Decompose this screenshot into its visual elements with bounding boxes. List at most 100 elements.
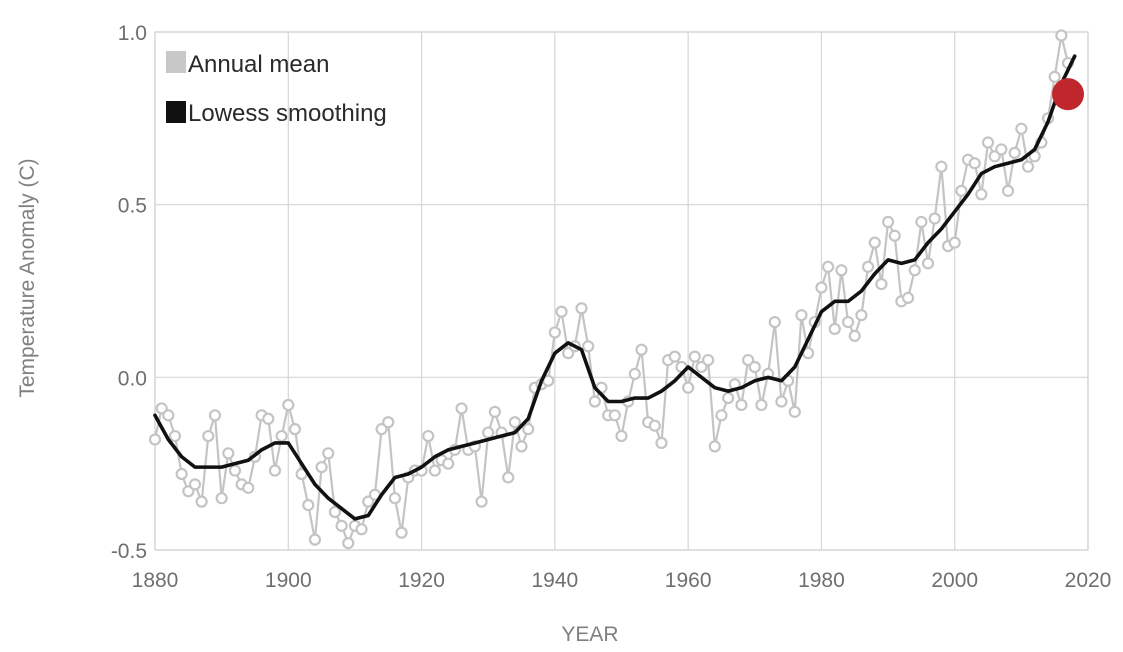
annual-mean-point [275, 429, 288, 443]
y-tick-label: 0.0 [118, 367, 147, 390]
annual-mean-point [848, 329, 861, 342]
annual-mean-point [175, 467, 188, 481]
x-tick-label: 2020 [1065, 569, 1112, 592]
annual-mean-point [841, 315, 855, 329]
annual-mean-point [635, 343, 648, 356]
annual-mean-point [775, 395, 788, 408]
annual-mean-point [608, 409, 621, 422]
annual-mean-point [835, 264, 848, 277]
annual-mean-point [702, 353, 715, 367]
annual-mean-point [242, 481, 255, 494]
annual-mean-point [915, 215, 928, 229]
annual-mean-point [515, 440, 528, 453]
annotations [1052, 78, 1085, 111]
x-tick-label: 1960 [665, 569, 712, 592]
annual-mean-point [575, 302, 588, 315]
annual-mean-point [948, 236, 961, 249]
annual-mean-point [995, 143, 1008, 156]
annual-mean-point [482, 426, 495, 439]
annual-mean-point [748, 360, 761, 374]
annual-mean-point [901, 291, 915, 305]
annual-mean-point [202, 429, 215, 443]
annual-mean-point [228, 464, 242, 477]
annual-mean-point [648, 419, 661, 432]
annual-mean-point [921, 257, 935, 270]
y-tick-label: 1.0 [118, 22, 147, 45]
annual-mean-point [888, 229, 901, 242]
annual-mean-point [588, 395, 601, 408]
annual-mean-point [968, 157, 981, 170]
lowess-smoothing-series [153, 54, 1077, 521]
annual-mean-point [795, 309, 808, 322]
annual-mean-point [522, 423, 535, 436]
annual-mean-point [815, 281, 828, 294]
annual-mean-point [502, 471, 515, 484]
annual-mean-point [875, 277, 888, 291]
annual-mean-point [628, 367, 641, 380]
annual-mean-point [508, 416, 521, 429]
annual-mean-point [442, 457, 455, 470]
annual-mean-point [455, 402, 468, 415]
annual-mean-point [788, 405, 801, 418]
annual-mean-point [322, 447, 335, 460]
annual-mean-point [215, 492, 228, 505]
annual-mean-point [555, 305, 568, 318]
annual-mean-point [981, 136, 995, 149]
annual-mean-point [288, 423, 302, 436]
annual-mean-point [655, 436, 668, 450]
annual-mean-point [422, 429, 435, 443]
y-axis-ticks: -0.5 0.0 0.5 1.0 [111, 22, 147, 563]
x-axis-ticks: 1880 1900 1920 1940 1960 1980 2000 2020 [132, 569, 1112, 592]
annual-mean-point [388, 492, 402, 505]
annual-mean-point [582, 340, 595, 353]
annual-mean-point [821, 260, 835, 273]
annual-mean-point [715, 409, 728, 422]
legend-swatch-lowess-smoothing [166, 101, 186, 123]
annual-mean-point [975, 188, 988, 201]
annual-mean-point [855, 309, 868, 322]
annual-mean-point [908, 264, 921, 277]
x-tick-label: 1900 [265, 569, 312, 592]
annual-mean-point [428, 464, 441, 477]
annual-mean-point [395, 526, 408, 539]
annual-mean-point [1015, 122, 1028, 135]
annual-mean-point [1048, 70, 1061, 83]
plot-border [154, 31, 1089, 551]
annual-mean-point [682, 381, 695, 394]
annual-mean-point [1055, 29, 1068, 42]
annual-mean-point [768, 315, 781, 329]
y-tick-label: -0.5 [111, 540, 147, 563]
annual-mean-point [935, 160, 948, 173]
legend: Annual mean Lowess smoothing [166, 51, 387, 127]
annual-mean-point [315, 461, 328, 474]
annual-mean-point [868, 236, 881, 249]
annual-mean-point [222, 447, 235, 460]
annual-mean-point [475, 495, 488, 508]
annual-mean-point [195, 495, 208, 508]
annual-mean-point [828, 322, 841, 336]
y-tick-label: 0.5 [118, 195, 147, 218]
annual-mean-point [708, 440, 721, 453]
annual-mean-point [1008, 146, 1021, 159]
annual-mean-point [308, 533, 322, 546]
annual-mean-point [488, 405, 501, 418]
annual-mean-point [668, 350, 681, 363]
annual-mean-point [148, 433, 162, 446]
annual-mean-point [208, 409, 222, 422]
annual-mean-point [162, 409, 175, 422]
annual-mean-point [735, 398, 748, 412]
x-tick-label: 2000 [931, 569, 978, 592]
annual-mean-point [615, 429, 628, 443]
annual-mean-point [282, 398, 295, 412]
annual-mean-point [722, 391, 735, 405]
annual-mean-point [188, 478, 202, 491]
annual-mean-point [1001, 184, 1015, 197]
annual-mean-point [755, 398, 768, 412]
highlight-marker [1052, 78, 1085, 111]
legend-label-lowess-smoothing: Lowess smoothing [188, 100, 387, 127]
annual-mean-point [1021, 160, 1035, 173]
annual-mean-point [302, 499, 315, 512]
annual-mean-point [355, 523, 368, 536]
x-tick-label: 1980 [798, 569, 845, 592]
annual-mean-point [268, 464, 282, 477]
